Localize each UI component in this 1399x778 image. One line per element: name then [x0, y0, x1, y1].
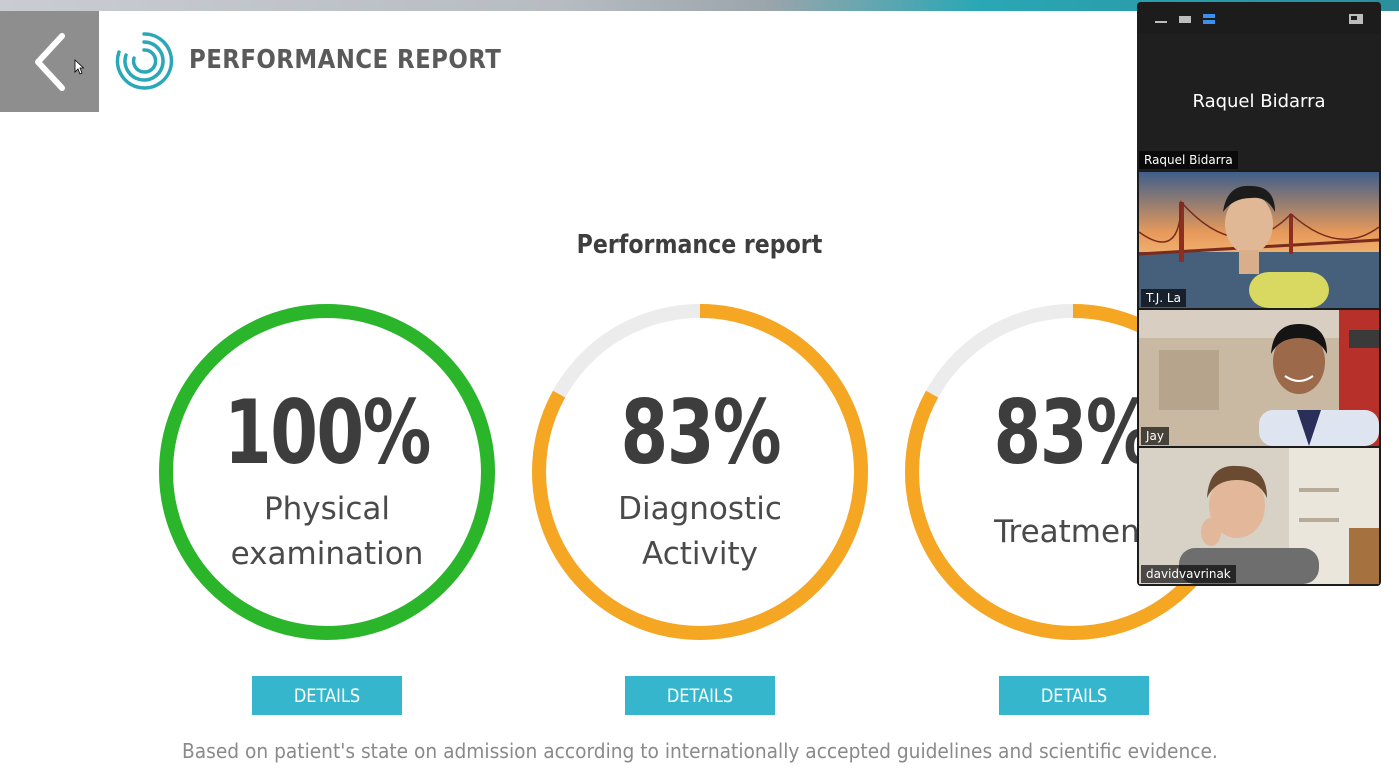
- gauge-value: 83%: [993, 381, 1154, 484]
- gauge-physical-examination: 100% Physical examination: [158, 303, 496, 641]
- participant-name-tag: T.J. La: [1141, 289, 1186, 307]
- participant-video-frame: [1139, 448, 1379, 584]
- footnote: Based on patient's state on admission ac…: [181, 739, 1218, 763]
- chevron-left-icon: [34, 32, 65, 91]
- gauge-value: 83%: [620, 381, 781, 484]
- browser-top-strip: [0, 0, 1399, 11]
- participant-video-tile[interactable]: T.J. La: [1139, 172, 1379, 308]
- gauge-arc: [159, 304, 495, 640]
- call-toolbar: [1137, 2, 1381, 34]
- participant-name-tag: davidvavrinak: [1141, 565, 1236, 583]
- gauge-diagnostic-activity: 83% Diagnostic Activity: [531, 303, 869, 641]
- report-heading: Performance report: [576, 230, 823, 260]
- details-button-physical-examination[interactable]: DETAILS: [252, 676, 402, 715]
- page-title: PERFORMANCE REPORT: [189, 45, 502, 75]
- host-video-tile[interactable]: Raquel Bidarra Raquel Bidarra: [1137, 34, 1381, 170]
- participant-video-tile[interactable]: Jay: [1139, 310, 1379, 446]
- app-logo-icon: [115, 32, 174, 90]
- video-call-panel: Raquel Bidarra Raquel Bidarra: [1137, 2, 1381, 586]
- single-view-icon[interactable]: [1178, 13, 1192, 25]
- participant-video-frame: [1139, 172, 1379, 308]
- host-name: Raquel Bidarra: [1192, 91, 1326, 112]
- details-button-diagnostic-activity[interactable]: DETAILS: [625, 676, 775, 715]
- gauge-label: Physical examination: [230, 491, 424, 572]
- expand-panel-icon[interactable]: [1348, 13, 1364, 25]
- host-name-tag: Raquel Bidarra: [1139, 151, 1238, 169]
- mouse-cursor-icon: [74, 59, 84, 75]
- back-button[interactable]: [0, 11, 99, 112]
- minimize-icon[interactable]: [1154, 13, 1168, 25]
- details-button-treatment[interactable]: DETAILS: [999, 676, 1149, 715]
- gallery-view-icon[interactable]: [1202, 13, 1216, 25]
- gauge-label: Treatment: [994, 514, 1152, 550]
- gauge-value: 100%: [224, 381, 431, 484]
- participant-video-frame: [1139, 310, 1379, 446]
- participant-video-tile[interactable]: davidvavrinak: [1139, 448, 1379, 584]
- gauge-label: Diagnostic Activity: [618, 491, 782, 572]
- participant-name-tag: Jay: [1141, 427, 1169, 445]
- gauge-arc: [532, 304, 868, 640]
